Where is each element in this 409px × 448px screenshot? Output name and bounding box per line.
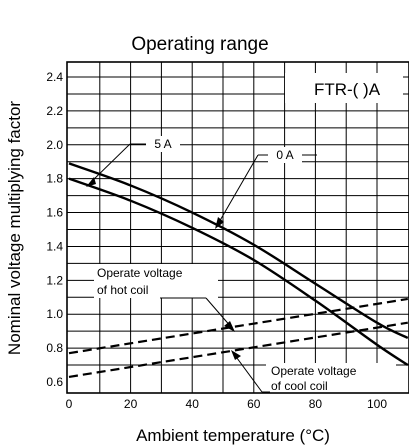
label-0a: 0 A (276, 148, 293, 162)
series-line-0a (68, 162, 409, 340)
series-line-cool-coil (68, 321, 408, 379)
x-tick-label: 80 (309, 397, 323, 411)
x-tick-label: 40 (186, 397, 200, 411)
x-tick-label: 100 (367, 397, 387, 411)
y-tick-label: 0.8 (46, 341, 63, 355)
y-tick-label: 1.8 (46, 172, 63, 186)
label-hot-coil-bg (94, 264, 218, 298)
series-line-5a (68, 177, 409, 367)
model-label-bg (285, 73, 403, 103)
leader-0a-arrow (217, 154, 259, 225)
y-tick-label: 2.0 (46, 138, 63, 152)
leader-5a-arrow (88, 143, 131, 185)
label-cool-coil-line2: of cool coil (271, 379, 328, 393)
arrowhead-hot-coil (224, 321, 235, 332)
x-axis-title: Ambient temperature (°C) (136, 426, 330, 445)
series-line-hot-coil (68, 297, 408, 355)
label-0a-bg (268, 147, 302, 163)
y-tick-label: 1.2 (46, 273, 63, 287)
arrowhead-0a (215, 217, 224, 229)
annotations-group: FTR-( )A 5 A 0 A Operate voltage of hot coil… (86, 73, 403, 393)
label-5a: 5 A (154, 137, 171, 151)
x-tick-label: 0 (66, 397, 73, 411)
label-5a-bg (146, 136, 180, 152)
series-group (68, 162, 409, 379)
chart-title: Operating range (131, 34, 268, 55)
plot-frame (66, 61, 409, 394)
tick-labels: 0 20 40 60 80 100 0.6 0.8 1.0 1.2 1.4 1.6 1.8 2.0 2.2 2… (46, 70, 387, 411)
x-tick-label: 20 (124, 397, 138, 411)
y-tick-label: 2.4 (46, 70, 63, 84)
grid (67, 62, 409, 393)
y-tick-label: 1.0 (46, 307, 63, 321)
label-hot-coil-line1: Operate voltage (97, 266, 183, 280)
y-axis-title: Nominal voltage multiplying factor (5, 101, 24, 356)
y-tick-label: 0.6 (46, 375, 63, 389)
arrowhead-cool-coil (231, 350, 241, 360)
arrowhead-5a (86, 177, 96, 187)
label-hot-coil-line2: of hot coil (97, 283, 148, 297)
y-tick-label: 1.6 (46, 206, 63, 220)
label-cool-coil-line1: Operate voltage (271, 364, 357, 378)
model-label: FTR-( )A (314, 80, 381, 99)
label-cool-coil-bg (266, 363, 396, 393)
leader-cool-coil-arrow (233, 353, 263, 393)
y-tick-label: 2.2 (46, 104, 63, 118)
y-tick-label: 1.4 (46, 239, 63, 253)
x-tick-label: 60 (247, 397, 261, 411)
